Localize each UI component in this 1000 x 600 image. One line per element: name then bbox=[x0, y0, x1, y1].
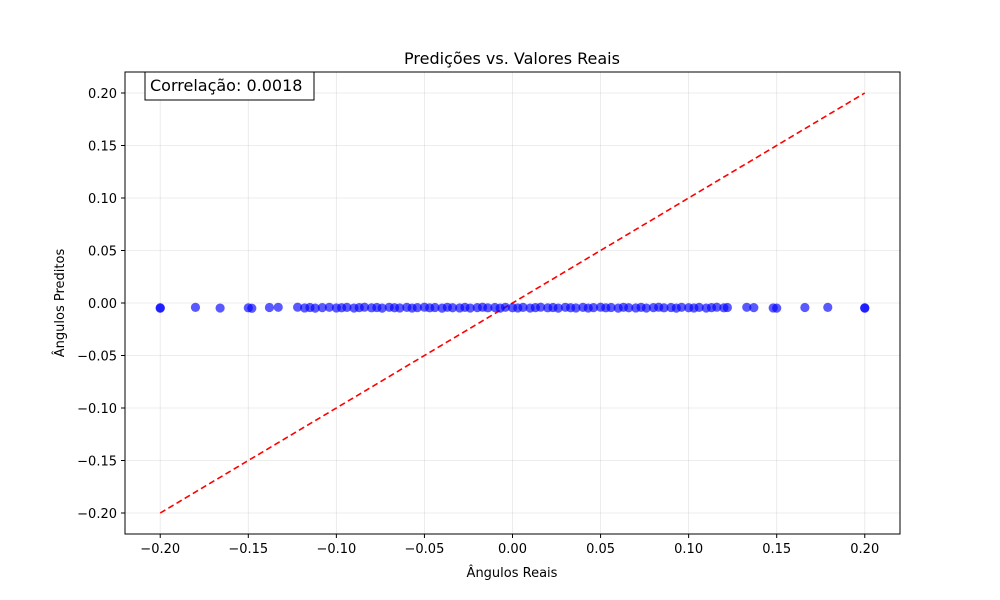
correlation-annotation: Correlação: 0.0018 bbox=[144, 71, 315, 101]
y-tick-label: 0.20 bbox=[88, 87, 117, 102]
reference-line-group bbox=[159, 92, 866, 514]
scatter-point bbox=[359, 302, 370, 312]
x-tick-label: 0.05 bbox=[586, 542, 615, 557]
x-axis-title: Ângulos Reais bbox=[467, 565, 558, 581]
x-tick-label: −0.15 bbox=[228, 542, 268, 557]
scatter-point bbox=[606, 302, 616, 313]
scatter-point bbox=[742, 302, 752, 312]
scatter-point bbox=[317, 303, 327, 313]
scatter-point bbox=[483, 303, 493, 313]
scatter-point bbox=[247, 303, 257, 313]
scatter-point bbox=[215, 303, 225, 313]
x-tick-label: 0.10 bbox=[674, 542, 703, 557]
x-tick-label: 0.15 bbox=[762, 542, 791, 557]
scatter-point bbox=[772, 303, 782, 313]
annotation-box bbox=[144, 71, 315, 101]
scatter-point bbox=[293, 302, 303, 312]
y-tick-label: −0.15 bbox=[77, 455, 117, 470]
scatter-point bbox=[659, 303, 669, 313]
y-tick-label: −0.10 bbox=[77, 402, 117, 417]
scatter-point bbox=[395, 303, 405, 313]
scatter-point bbox=[800, 302, 810, 313]
scatter-point bbox=[712, 302, 722, 312]
scatter-point bbox=[676, 302, 687, 312]
scatter-point bbox=[324, 302, 334, 312]
scatter-point bbox=[342, 302, 352, 313]
annotation-text: Correlação: 0.0018 bbox=[150, 76, 302, 95]
x-tick-label: 0.00 bbox=[498, 542, 527, 557]
scatter-point bbox=[860, 303, 870, 313]
scatter-point bbox=[694, 302, 704, 313]
y-axis-ticks: −0.20 −0.15 −0.10 −0.05 0.00 0.05 0.10 0.15 0.20 bbox=[77, 87, 125, 522]
scatter-point bbox=[412, 303, 422, 313]
scatter-point bbox=[641, 303, 651, 313]
scatter-point bbox=[264, 302, 275, 313]
y-tick-label: −0.05 bbox=[77, 350, 117, 365]
x-tick-label: −0.10 bbox=[316, 542, 356, 557]
scatter-point bbox=[448, 303, 458, 313]
x-tick-label: −0.05 bbox=[405, 542, 445, 557]
scatter-point bbox=[155, 303, 165, 313]
scatter-point bbox=[553, 303, 563, 313]
x-tick-label: −0.20 bbox=[140, 542, 180, 557]
scatter-point bbox=[536, 302, 546, 312]
scatter-point bbox=[571, 303, 581, 313]
chart-title: Predições vs. Valores Reais bbox=[404, 49, 620, 68]
x-axis-ticks: −0.20 −0.15 −0.10 −0.05 0.00 0.05 0.10 0.15 0.20 bbox=[140, 534, 879, 557]
scatter-point bbox=[190, 302, 201, 313]
scatter-point bbox=[273, 302, 283, 312]
y-tick-label: −0.20 bbox=[77, 507, 117, 522]
scatter-point bbox=[624, 303, 634, 313]
y-axis-title: Ângulos Preditos bbox=[52, 249, 68, 358]
scatter-point bbox=[430, 302, 440, 313]
reference-diagonal-line bbox=[159, 92, 866, 514]
scatter-point bbox=[518, 302, 528, 313]
scatter-point bbox=[310, 303, 320, 313]
y-tick-label: 0.00 bbox=[88, 297, 117, 312]
scatter-point bbox=[465, 303, 475, 313]
scatter-point bbox=[749, 303, 759, 313]
scatter-point bbox=[823, 302, 833, 313]
x-tick-label: 0.20 bbox=[850, 542, 879, 557]
scatter-point bbox=[722, 302, 732, 313]
scatter-points bbox=[155, 302, 870, 313]
scatter-point bbox=[588, 303, 599, 313]
y-tick-label: 0.15 bbox=[88, 140, 117, 155]
y-tick-label: 0.05 bbox=[88, 245, 117, 260]
scatter-point bbox=[377, 303, 387, 313]
scatter-point bbox=[500, 302, 511, 312]
y-tick-label: 0.10 bbox=[88, 192, 117, 207]
